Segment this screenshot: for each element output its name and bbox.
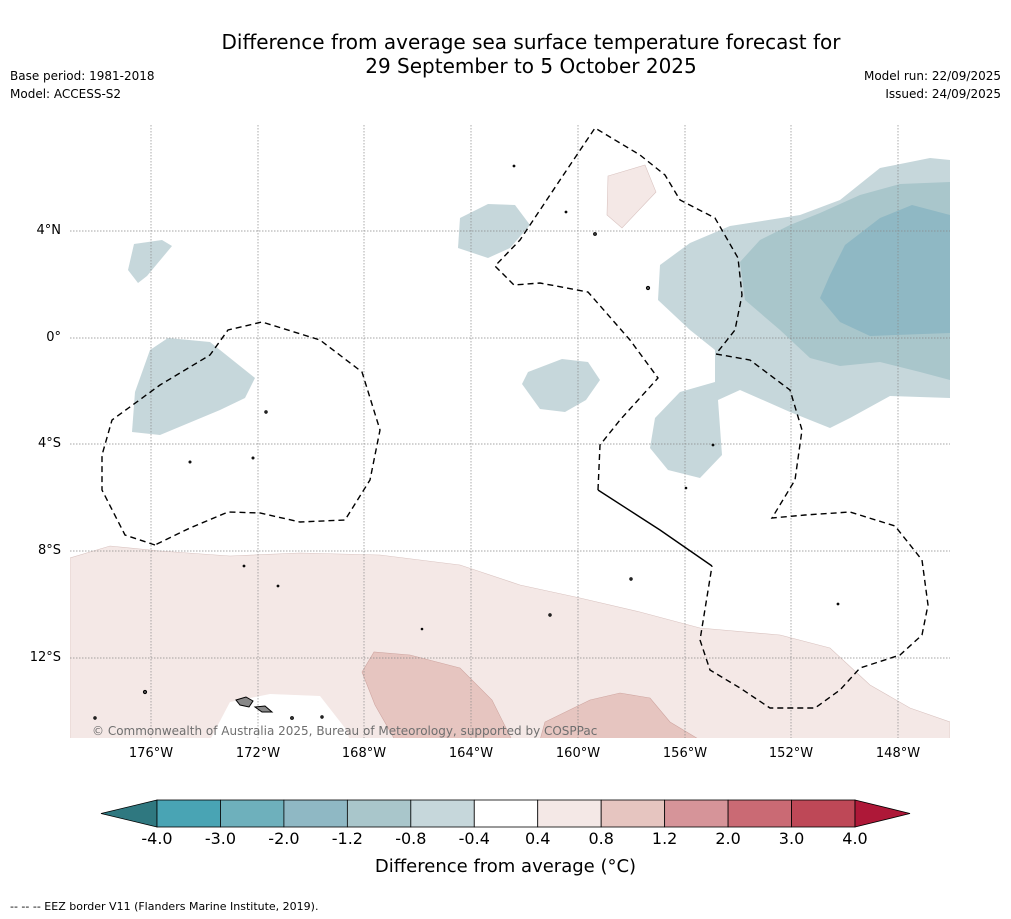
cool-anomaly-center (522, 359, 600, 412)
island-dot (290, 716, 294, 720)
model-run: Model run: 22/09/2025 (863, 69, 1001, 83)
island-dot (251, 456, 255, 460)
map-area (70, 125, 950, 738)
island-dot (711, 443, 715, 447)
title-line-1: Difference from average sea surface temp… (221, 30, 841, 54)
island-dot (512, 164, 516, 168)
warm-anomaly-core-west (361, 651, 512, 738)
colorbar-over-arrow (854, 799, 911, 828)
colorbar-tick-label: 0.8 (588, 829, 614, 848)
colorbar-label: Difference from average (°C) (374, 856, 637, 877)
eez-borders (101, 127, 929, 709)
lat-label-0: 0° (46, 330, 61, 345)
colorbar-tick-label: 1.2 (651, 829, 678, 848)
islands (93, 164, 840, 720)
island-dot (645, 285, 651, 291)
island-dot (548, 613, 552, 617)
cool-anomaly-east-core (820, 205, 950, 336)
island-dot (276, 584, 280, 588)
colorbar-tick-label: 3.0 (778, 829, 805, 848)
warm-anomaly-south (70, 545, 950, 738)
eez-border-tokelau-phoenix (101, 321, 381, 546)
meta-left: Base period: 1981-2018 Model: ACCESS-S2 (10, 67, 155, 103)
colorbar-tick-label: -3.0 (204, 829, 237, 848)
copyright-notice: © Commonwealth of Australia 2025, Bureau… (92, 724, 598, 738)
lat-label-4n: 4°N (36, 223, 62, 238)
lon-label-172w: 172°W (235, 746, 281, 761)
colorbar-segment (791, 799, 856, 828)
colorbar-segment (664, 799, 729, 828)
lon-label-168w: 168°W (341, 746, 387, 761)
island-dot (564, 210, 568, 214)
base-period: Base period: 1981-2018 (10, 69, 155, 83)
island-dot (836, 602, 840, 606)
colorbar-segment (156, 799, 221, 828)
warm-anomaly-north (606, 164, 657, 229)
island-dot (320, 715, 324, 719)
lat-label-12s: 12°S (29, 650, 61, 665)
colorbar-segment (220, 799, 285, 828)
island-dot (242, 564, 246, 568)
island-dot (684, 486, 688, 490)
model-name: Model: ACCESS-S2 (10, 87, 122, 101)
colorbar-tick-label: -0.4 (458, 829, 490, 848)
lon-label-156w: 156°W (662, 746, 708, 761)
colorbar-segment (410, 799, 475, 828)
title-line-2: 29 September to 5 October 2025 (365, 54, 697, 78)
lon-label-164w: 164°W (448, 746, 494, 761)
chart-title: Difference from average sea surface temp… (0, 30, 1011, 78)
lon-label-148w: 148°W (875, 746, 921, 761)
island-dot (93, 716, 97, 720)
colorbar-tick-label: 0.4 (524, 829, 551, 848)
cool-anomaly-west (132, 338, 255, 435)
warm-anomaly-core-east (540, 692, 698, 738)
island-dot (188, 460, 192, 464)
island-dot (264, 410, 268, 414)
colorbar-tick-label: -4.0 (141, 829, 173, 848)
island-upolu (253, 705, 274, 713)
issued-date: Issued: 24/09/2025 (885, 87, 1001, 101)
lon-label-152w: 152°W (768, 746, 814, 761)
island-dot (142, 689, 148, 695)
cool-anomaly-west-small (128, 240, 172, 283)
colorbar-segment (283, 799, 348, 828)
colorbar-tick-label: 4.0 (842, 829, 868, 848)
colorbar-under-arrow (100, 799, 158, 828)
colorbar-tick-label: 2.0 (715, 829, 741, 848)
lat-label-4s: 4°S (37, 436, 61, 451)
graticule (70, 125, 950, 738)
colorbar-tick-label: -0.8 (395, 829, 427, 848)
colorbar-tick-label: -2.0 (268, 829, 300, 848)
eez-legend-note: -- -- -- EEZ border V11 (Flanders Marine… (10, 900, 319, 913)
colorbar-segment (346, 799, 412, 828)
eez-border-line-islands (494, 127, 929, 709)
colorbar-segment (473, 799, 539, 828)
island-dot (629, 577, 633, 581)
meta-right: Model run: 22/09/2025 Issued: 24/09/2025 (864, 67, 1001, 103)
colorbar-segment (727, 799, 792, 828)
island-dot (593, 232, 597, 236)
colorbar-segment (537, 799, 602, 828)
island-savaii (235, 696, 254, 708)
colorbar-segment (600, 799, 666, 828)
lon-label-160w: 160°W (555, 746, 601, 761)
island-dot (420, 627, 424, 631)
colorbar-tick-label: -1.2 (331, 829, 363, 848)
lat-label-8s: 8°S (37, 543, 61, 558)
lon-label-176w: 176°W (128, 746, 174, 761)
eez-border-solid-segment (597, 489, 713, 567)
